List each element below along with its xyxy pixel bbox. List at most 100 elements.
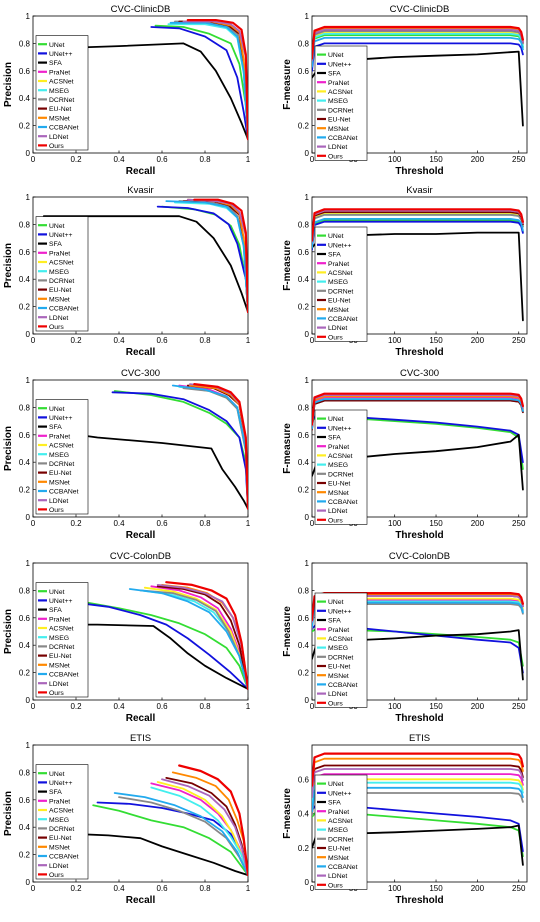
y-axis-label: Precision [3,62,14,107]
x-tick-label: 0.6 [156,336,168,345]
x-axis-label: Threshold [395,166,443,177]
y-tick-label: 0.8 [298,39,310,48]
series-group [36,19,248,141]
legend-label: EU-Net [49,287,71,294]
chart-title: CVC-ClinicDB [111,4,171,15]
legend-label: MSNet [328,126,349,133]
x-tick-label: 250 [512,702,526,711]
legend-label: Ours [49,507,64,514]
x-tick-label: 150 [429,884,443,893]
y-tick-label: 0.6 [19,796,31,805]
y-tick-label: 0.6 [298,775,310,784]
x-tick-label: 0 [31,336,36,345]
series-line-mseg [150,786,248,876]
x-axis-label: Threshold [395,713,443,724]
y-tick-label: 0 [26,330,31,339]
y-axis-label: Precision [3,426,14,471]
x-tick-label: 0.8 [199,155,211,164]
legend-label: LDNet [49,863,68,870]
legend-label: EU-Net [49,106,71,113]
x-axis-label: Recall [126,530,156,541]
legend-label: SFA [49,60,62,67]
series-line-mseg [312,781,524,809]
legend-label: MSNet [328,673,349,680]
series-line-sfa [36,428,248,510]
y-tick-label: 0.4 [19,458,31,467]
legend-label: EU-Net [328,481,350,488]
legend-label: Ours [328,334,343,341]
y-tick-label: 0 [26,696,31,705]
y-tick-label: 0.8 [298,220,310,229]
y-tick-label: 1 [305,193,310,202]
x-tick-label: 0.4 [113,155,125,164]
legend-label: Ours [49,143,64,150]
legend-label: UNet++ [328,61,351,68]
x-axis-label: Threshold [395,895,443,906]
y-tick-label: 0.2 [298,486,310,495]
legend-label: EU-Net [49,835,71,842]
x-tick-label: 0.2 [70,336,82,345]
legend-label: ACSNet [328,636,353,643]
legend-label: MSNet [49,479,70,486]
x-tick-label: 100 [388,155,402,164]
legend-label: MSNet [49,115,70,122]
x-tick-label: 0 [310,155,315,164]
x-axis-label: Recall [126,166,156,177]
legend: UNet UNet++ SFA PraNet ACSNet MSEG DCRNet EU-Ne… [314,45,368,161]
chart-3: Kvasir 0 0.2 0.4 0.6 0.8 1 0 0.2 0.4 0.6 0.8 1 Recall… [3,185,251,358]
legend-label: Ours [328,882,343,889]
chart-title: CVC-ColonDB [389,551,450,562]
chart-6: CVC-30005010015020025000.20.40.60.81Thre… [282,368,528,541]
x-axis-label: Recall [126,713,156,724]
legend-label: DCRNet [49,826,74,833]
legend-label: UNet++ [49,51,72,58]
series-line-ours [312,592,524,621]
y-tick-label: 0.8 [298,403,310,412]
series-line-sfa [36,42,248,141]
y-tick-label: 1 [26,193,31,202]
legend-label: MSEG [328,98,348,105]
legend-label: ACSNet [49,79,74,86]
legend-label: MSNet [328,307,349,314]
legend-label: DCRNet [49,644,74,651]
series-line-ours [193,198,248,314]
series-line-sfa [42,215,248,313]
y-tick-label: 0.2 [298,669,310,678]
legend-label: LDNet [328,325,347,332]
chart-9: ETIS 0 0.2 0.4 0.6 0.8 1 0 0.2 0.4 0.6 0.8 1 Recall Pr… [3,733,251,906]
legend-label: EU-Net [328,664,350,671]
legend-label: Ours [328,517,343,524]
legend-box [35,216,89,332]
legend-label: ACSNet [328,818,353,825]
legend-label: Ours [49,872,64,879]
legend-label: SFA [328,800,341,807]
x-tick-label: 1 [246,155,251,164]
legend-label: UNet++ [49,598,72,605]
legend-label: MSNet [49,296,70,303]
legend-box [314,409,368,525]
x-tick-label: 0.6 [156,519,168,528]
series-line-ours [312,752,524,787]
series-line-unet- [75,601,248,690]
legend-label: PraNet [328,80,349,87]
series-line-ours [312,25,524,60]
x-tick-label: 0.2 [70,155,82,164]
series-line-sfa [42,623,248,690]
y-tick-label: 0.8 [19,768,31,777]
series-line-ours [186,19,248,141]
x-tick-label: 150 [429,519,443,528]
chart-7: CVC-ColonDB 0 0.2 0.4 0.6 0.8 1 0 0.2 0.4 0.6 0.8 1 R… [3,551,251,724]
x-tick-label: 250 [512,884,526,893]
y-tick-label: 0.4 [19,823,31,832]
legend-box [314,226,368,342]
chart-title: CVC-ColonDB [110,551,171,562]
y-axis-label: F-measure [282,606,293,657]
legend-label: UNet [328,781,344,788]
series-line-unet- [150,26,248,141]
legend-label: CCBANet [328,682,358,689]
legend-label: PraNet [49,433,70,440]
series-line-ldnet [161,778,248,876]
y-tick-label: 1 [26,12,31,21]
legend-label: MSEG [49,269,69,276]
y-tick-label: 1 [305,376,310,385]
